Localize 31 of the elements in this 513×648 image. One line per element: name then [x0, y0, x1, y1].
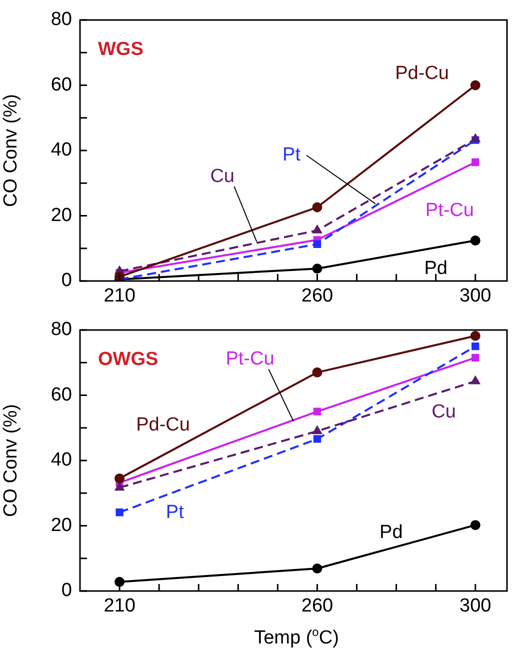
y-tick-label: 0 — [61, 270, 72, 292]
series-label: Pd — [380, 522, 403, 544]
x-tick-label: 210 — [104, 596, 136, 617]
y-tick-label: 20 — [50, 204, 72, 226]
series-label: Pd-Cu — [395, 63, 449, 84]
x-tick-label: 260 — [301, 286, 334, 307]
series-label: Pd-Cu — [136, 414, 190, 436]
y-tick-label: 40 — [50, 450, 72, 471]
text: WGS — [98, 39, 144, 60]
y-tick-label: 60 — [50, 384, 72, 406]
series-label: Cu — [432, 401, 456, 422]
y-tick-label: 60 — [50, 74, 72, 96]
y-axis-title: CO Conv (%) — [0, 404, 22, 517]
x-tick-label: 210 — [104, 286, 136, 307]
text: Pt-Cu — [226, 348, 274, 370]
y-tick-label: 80 — [50, 9, 72, 30]
y-tick-label: 20 — [50, 514, 72, 536]
series-label: Pt-Cu — [425, 200, 474, 222]
text: Cu — [210, 166, 234, 187]
series-label: Pt — [166, 502, 185, 523]
y-axis-title: CO Conv (%) — [0, 94, 22, 207]
text: Pt — [282, 144, 302, 166]
x-tick-label: 300 — [460, 596, 492, 617]
x-tick-label: 300 — [460, 286, 492, 307]
x-tick-label: 260 — [301, 596, 334, 617]
y-tick-label: 0 — [61, 580, 72, 602]
x-axis-title: Temp ($^{o}$C) — [253, 624, 340, 648]
series-label: Pd — [424, 258, 448, 280]
y-tick-label: 80 — [50, 319, 72, 340]
text: OWGS — [98, 349, 158, 370]
y-tick-label: 40 — [50, 140, 72, 161]
